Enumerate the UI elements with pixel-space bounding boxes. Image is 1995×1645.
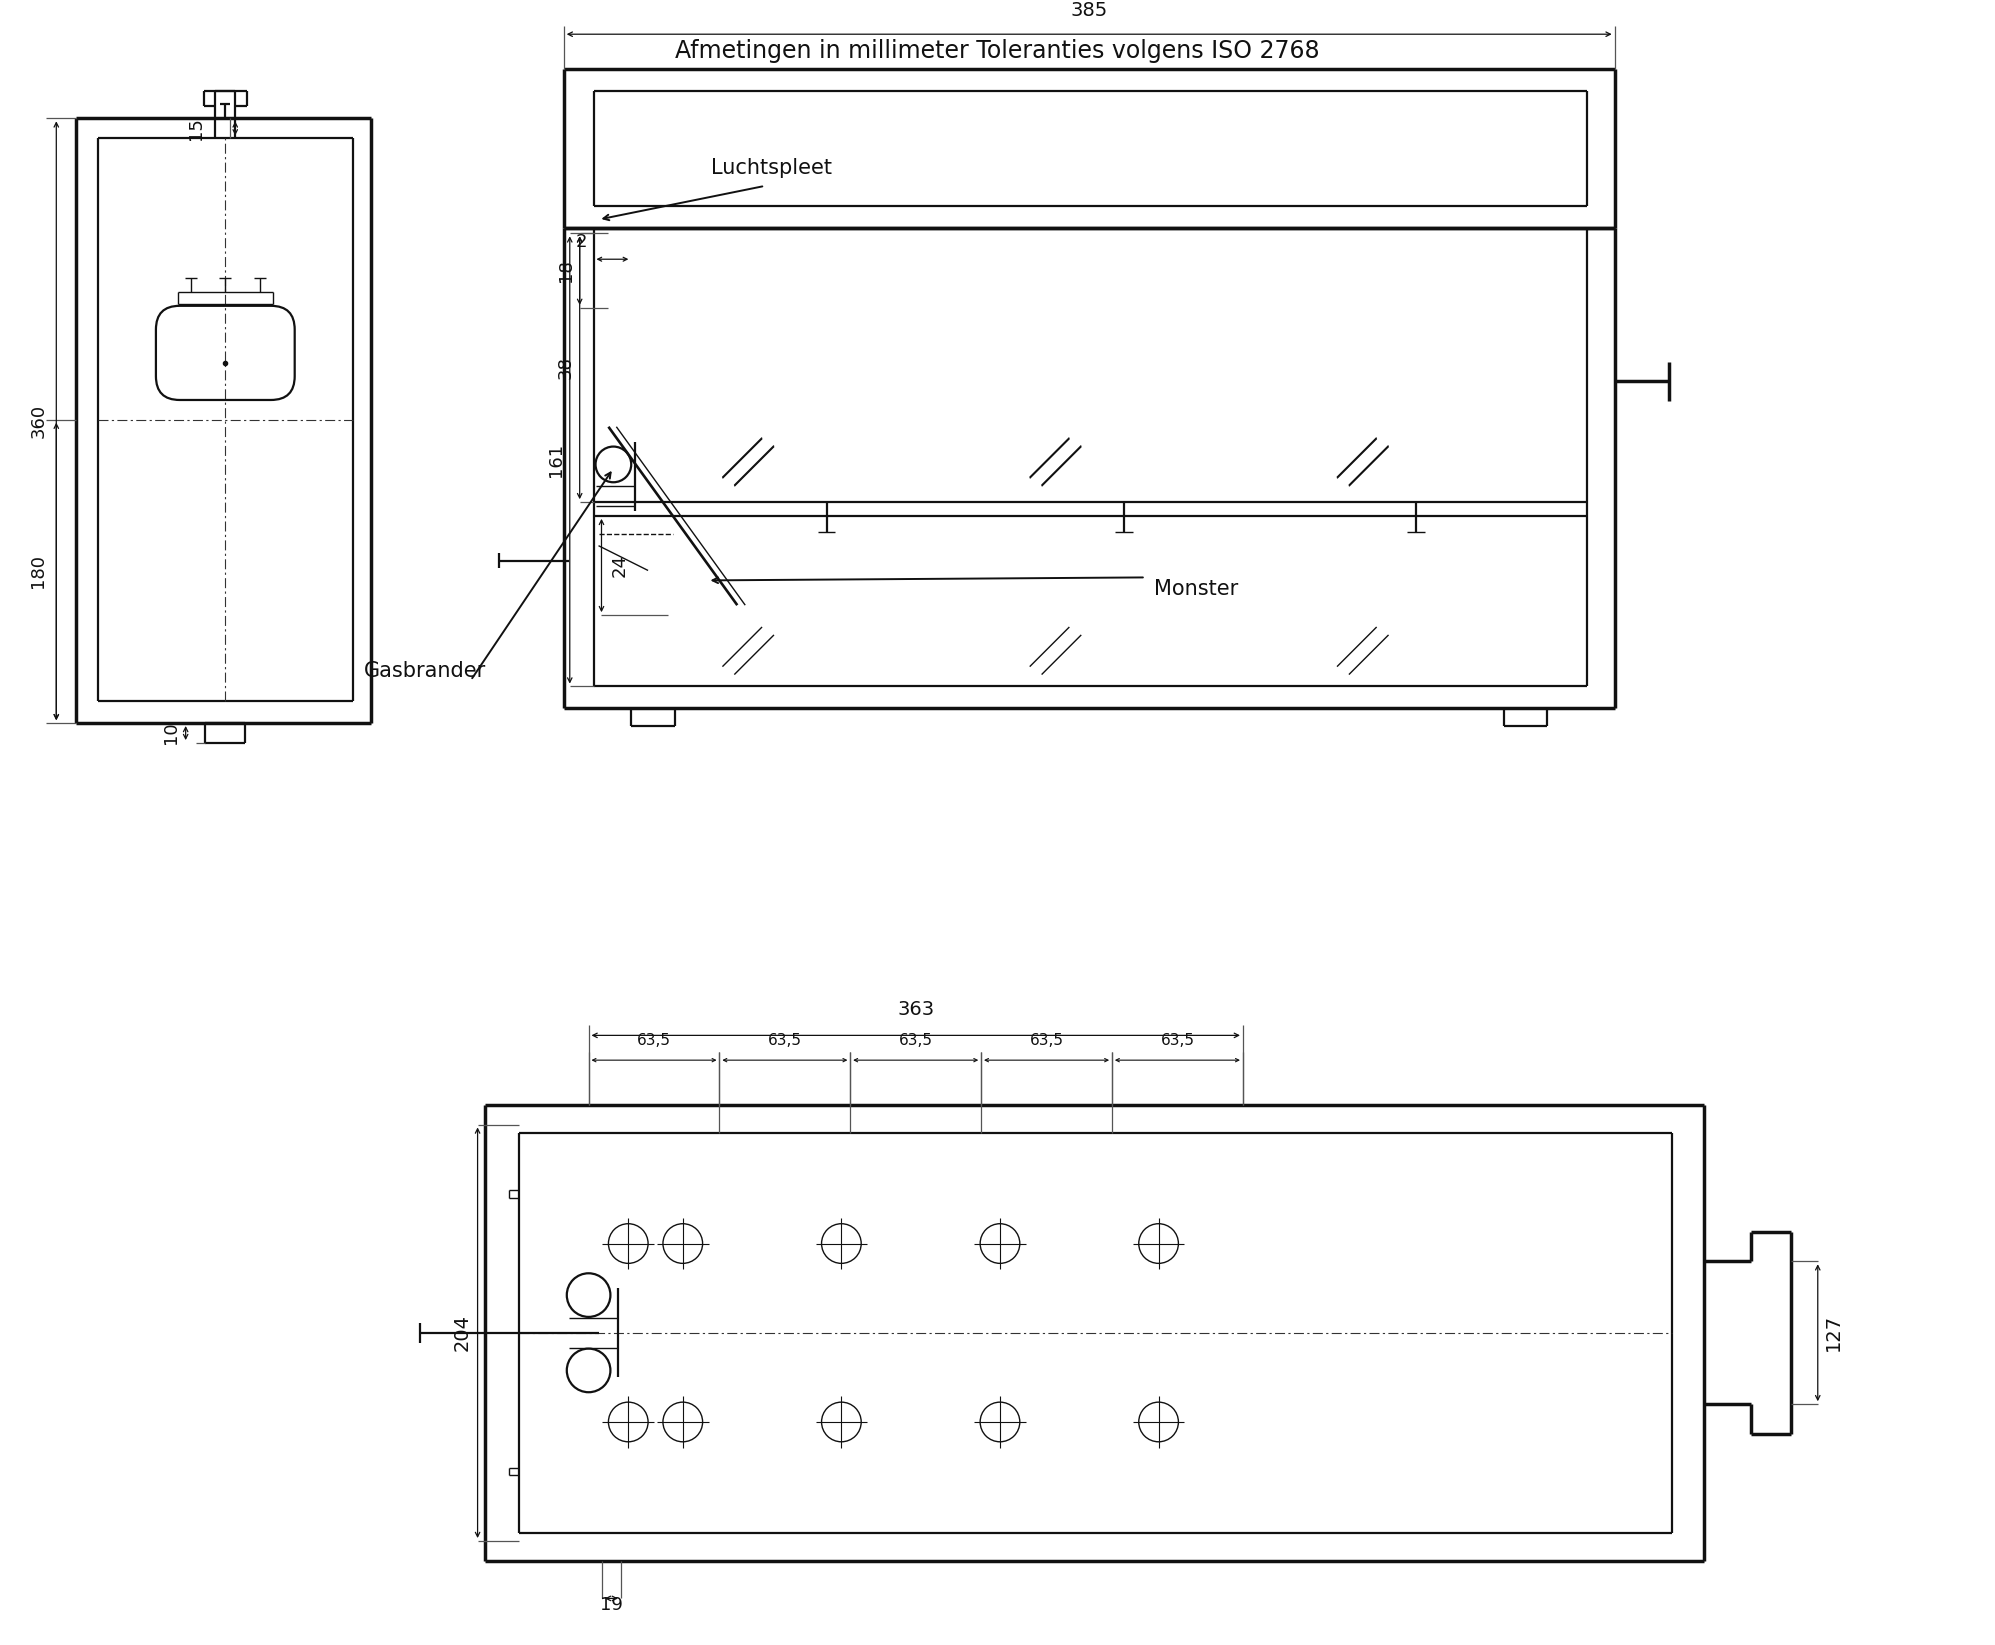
Text: Monster: Monster [1153,579,1237,599]
Text: 204: 204 [453,1314,471,1351]
Text: 63,5: 63,5 [636,1033,670,1048]
Text: 360: 360 [30,403,48,438]
Text: 63,5: 63,5 [1029,1033,1063,1048]
Text: 180: 180 [30,554,48,589]
Text: 15: 15 [188,117,205,140]
Text: 38: 38 [557,357,575,380]
Text: 363: 363 [898,1000,934,1018]
Text: 10: 10 [162,722,180,744]
Text: 63,5: 63,5 [1161,1033,1195,1048]
Text: 161: 161 [547,443,565,477]
Text: 127: 127 [1823,1314,1843,1351]
Text: 19: 19 [600,1596,622,1614]
Text: Afmetingen in millimeter Toleranties volgens ISO 2768: Afmetingen in millimeter Toleranties vol… [674,39,1319,63]
Text: Luchtspleet: Luchtspleet [710,158,832,178]
Text: 24: 24 [610,554,628,577]
Text: 63,5: 63,5 [898,1033,934,1048]
Text: Gasbrander: Gasbrander [363,661,487,681]
Text: 385: 385 [1071,2,1107,20]
Text: 2: 2 [577,234,587,252]
Text: 63,5: 63,5 [768,1033,802,1048]
Text: 18: 18 [557,260,575,281]
